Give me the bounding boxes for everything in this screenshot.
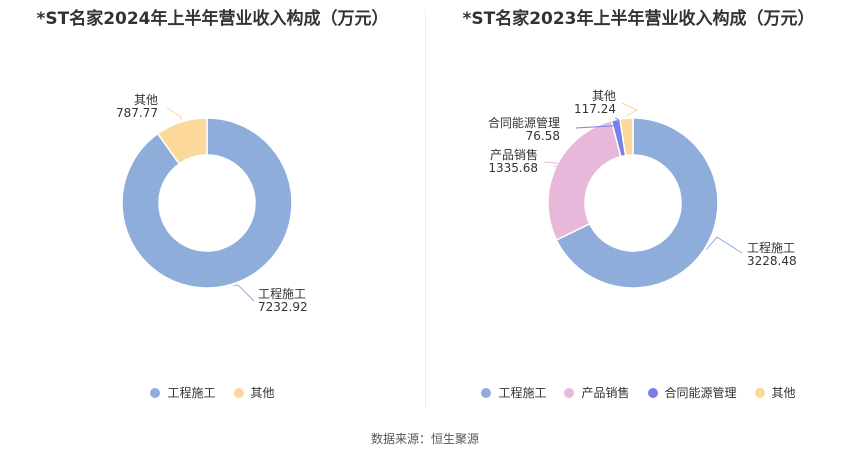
slice-value-label: 76.58 bbox=[526, 129, 560, 143]
legend-item[interactable]: 其他 bbox=[233, 384, 275, 401]
slice-1-3[interactable] bbox=[619, 117, 634, 157]
legend-label: 其他 bbox=[771, 386, 796, 400]
chart-title-2024: *ST名家2024年上半年营业收入构成（万元） bbox=[36, 9, 389, 29]
slice-value-label: 117.24 bbox=[574, 102, 616, 116]
slice-label: 其他 bbox=[134, 93, 158, 107]
legend-label: 工程施工 bbox=[167, 386, 216, 400]
legend-item[interactable]: 其他 bbox=[754, 384, 796, 401]
legend-label: 工程施工 bbox=[498, 386, 547, 400]
label-leader-line bbox=[233, 284, 255, 302]
legend-2023: 工程施工 产品销售 合同能源管理 其他 bbox=[426, 384, 850, 401]
legend-swatch bbox=[754, 387, 765, 398]
chart-title-2023: *ST名家2023年上半年营业收入构成（万元） bbox=[462, 9, 815, 29]
label-leader-line bbox=[706, 236, 743, 254]
legend-swatch bbox=[481, 387, 492, 398]
slice-value-label: 7232.92 bbox=[258, 300, 308, 314]
legend-swatch bbox=[233, 387, 244, 398]
legend-swatch bbox=[647, 387, 658, 398]
panel-divider bbox=[425, 10, 426, 408]
slice-label: 产品销售 bbox=[490, 147, 538, 162]
legend-item[interactable]: 产品销售 bbox=[564, 384, 630, 401]
chart-panel-2023: *ST名家2023年上半年营业收入构成（万元） 工程施工 3228.48 产品销售 1… bbox=[426, 0, 850, 420]
slice-value-label: 3228.48 bbox=[747, 254, 797, 268]
slice-0-1[interactable] bbox=[156, 117, 208, 165]
slice-value-label: 1335.68 bbox=[488, 161, 538, 175]
chart-panel-2024: *ST名家2024年上半年营业收入构成（万元） 工程施工 7232.92 其他 787… bbox=[0, 0, 425, 420]
legend-swatch bbox=[564, 387, 575, 398]
slice-value-label: 787.77 bbox=[116, 106, 158, 120]
legend-label: 合同能源管理 bbox=[664, 386, 737, 400]
legend-item[interactable]: 工程施工 bbox=[150, 384, 216, 401]
slice-label: 工程施工 bbox=[258, 286, 306, 301]
slice-0-0[interactable] bbox=[121, 117, 293, 289]
label-leader-line bbox=[543, 161, 567, 167]
legend-label: 其他 bbox=[250, 386, 275, 400]
label-leader-line bbox=[621, 102, 639, 117]
legend-item[interactable]: 工程施工 bbox=[481, 384, 546, 401]
legend-label: 产品销售 bbox=[581, 386, 630, 400]
legend-swatch bbox=[150, 387, 161, 398]
legend-2024: 工程施工 其他 bbox=[0, 384, 425, 401]
slice-label: 工程施工 bbox=[747, 240, 795, 255]
data-source-note: 数据来源：恒生聚源 bbox=[370, 432, 479, 446]
slice-1-0[interactable] bbox=[555, 117, 719, 289]
label-leader-line bbox=[166, 107, 182, 121]
slice-label: 其他 bbox=[592, 89, 616, 103]
slice-label: 合同能源管理 bbox=[488, 115, 560, 130]
slice-1-1[interactable] bbox=[547, 119, 622, 241]
legend-item[interactable]: 合同能源管理 bbox=[647, 384, 737, 401]
